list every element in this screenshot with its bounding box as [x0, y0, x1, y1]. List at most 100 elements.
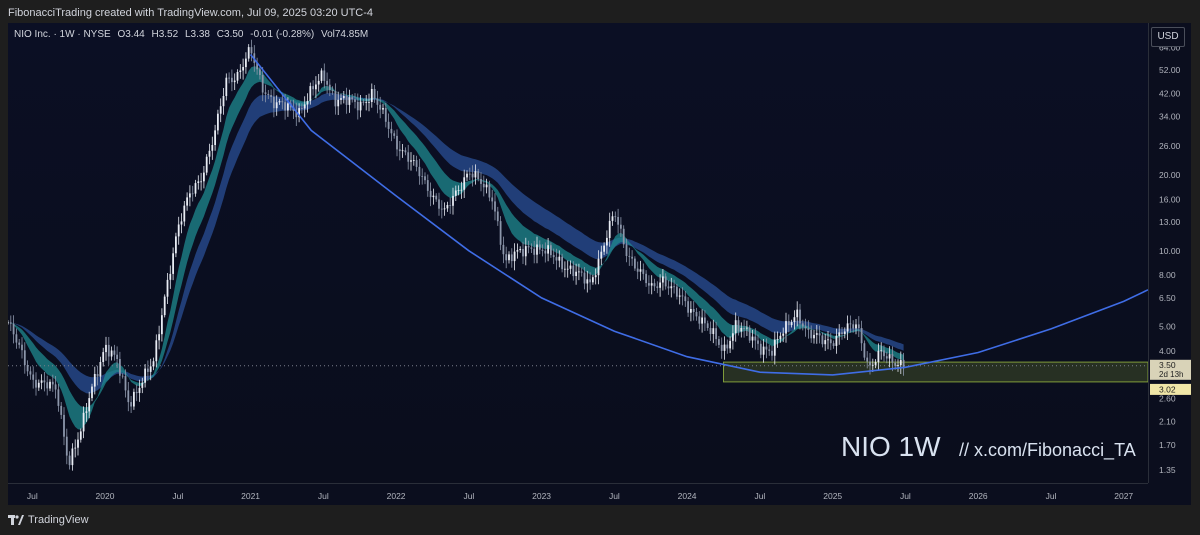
candle-body: [135, 391, 138, 394]
candle-body: [704, 317, 706, 324]
candle-body: [754, 336, 757, 341]
candle-body: [894, 362, 897, 366]
candle-body: [51, 381, 54, 385]
candle-body: [877, 350, 880, 363]
candle-body: [491, 197, 494, 202]
candle-body: [390, 128, 393, 134]
candle-body: [488, 184, 491, 198]
candle-body: [326, 80, 328, 85]
candle-body: [138, 387, 141, 393]
candle-body: [569, 265, 572, 269]
candle-body: [460, 189, 463, 191]
time-scale[interactable]: Jul 2020 Jul 2021 Jul 2022 Jul 2023 Jul 2024 Jul 20…: [8, 483, 1148, 505]
price-tick-label: 8.00: [1159, 270, 1176, 280]
candle-body: [673, 286, 675, 288]
candle-body: [566, 268, 569, 270]
candle-body: [105, 344, 107, 353]
chart-frame[interactable]: NIO Inc. · 1W · NYSE O3.44 H3.52 L3.38 C…: [8, 23, 1191, 505]
price-tick-label: 4.00: [1159, 346, 1176, 356]
candle-body: [564, 268, 566, 270]
candle-body: [541, 249, 544, 251]
candle-body: [860, 328, 863, 344]
candle-body: [130, 402, 132, 407]
candle-body: [608, 220, 611, 238]
candle-body: [684, 296, 687, 302]
candle-body: [356, 101, 359, 111]
candle-body: [829, 339, 832, 344]
price-scale[interactable]: 64.00 52.00 42.00 34.00 26.00 20.00 16.00 13.00…: [1148, 23, 1191, 483]
candle-body: [54, 384, 57, 390]
time-tick-label: Jul: [172, 491, 183, 501]
time-tick-label: 2026: [969, 491, 988, 501]
candle-body: [611, 216, 614, 221]
candle-body: [617, 217, 619, 225]
candle-body: [412, 160, 415, 161]
price-tick-label: 1.35: [1159, 465, 1176, 475]
candle-body: [726, 344, 729, 349]
candle-body: [166, 279, 169, 297]
candle-body: [606, 237, 608, 246]
candle-body: [306, 101, 309, 105]
support-price-label: 3.02: [1159, 384, 1176, 394]
candle-body: [555, 257, 558, 261]
candle-body: [359, 101, 362, 111]
candle-body: [466, 173, 468, 178]
candle-body: [46, 382, 49, 389]
watermark-symbol: NIO 1W: [841, 431, 941, 462]
candle-body: [603, 245, 605, 252]
currency-button[interactable]: USD: [1151, 27, 1185, 47]
candle-body: [695, 312, 698, 317]
candle-body: [880, 350, 883, 352]
candle-body: [233, 80, 236, 83]
candle-body: [524, 246, 527, 257]
candle-body: [510, 254, 513, 262]
candle-body: [368, 102, 370, 103]
candle-body: [222, 96, 225, 107]
candle-body: [18, 342, 21, 345]
candle-body: [790, 322, 793, 326]
candle-body: [147, 368, 149, 372]
candle-body: [821, 335, 824, 345]
candle-body: [681, 295, 684, 297]
candle-body: [208, 150, 211, 157]
candle-body: [8, 322, 9, 324]
candle-body: [379, 104, 382, 110]
price-tick-label: 6.50: [1159, 293, 1176, 303]
candle-body: [505, 254, 508, 261]
candle-body: [424, 176, 426, 181]
candle-body: [203, 172, 205, 182]
candle-body: [429, 190, 432, 198]
candle-body: [614, 216, 617, 218]
candle-body: [631, 256, 633, 259]
candle-body: [852, 324, 855, 329]
candle-body: [340, 98, 342, 100]
candle-body: [124, 376, 127, 391]
time-scale-canvas[interactable]: Jul 2020 Jul 2021 Jul 2022 Jul 2023 Jul 2024 Jul 20…: [8, 484, 1148, 506]
candle-body: [482, 183, 485, 188]
legend: NIO Inc. · 1W · NYSE O3.44 H3.52 L3.38 C…: [14, 29, 372, 40]
candle-body: [107, 344, 110, 357]
time-tick-label: Jul: [1046, 491, 1057, 501]
candle-body: [740, 328, 743, 332]
candle-body: [580, 271, 583, 273]
candle-body: [96, 374, 99, 377]
candle-body: [99, 362, 102, 377]
time-tick-label: Jul: [754, 491, 765, 501]
plot-area[interactable]: NIO Inc. · 1W · NYSE O3.44 H3.52 L3.38 C…: [8, 23, 1148, 483]
candle-body: [303, 104, 306, 109]
candle-body: [594, 275, 597, 278]
price-scale-canvas[interactable]: 64.00 52.00 42.00 34.00 26.00 20.00 16.00 13.00…: [1149, 23, 1192, 483]
candle-body: [231, 77, 233, 83]
candle-body: [49, 381, 51, 389]
candle-body: [334, 91, 337, 107]
time-tick-label: 2024: [678, 491, 697, 501]
candle-body: [256, 62, 258, 70]
candle-body: [205, 156, 208, 173]
candle-body: [642, 269, 645, 274]
candle-body: [656, 286, 659, 288]
candle-body: [40, 380, 43, 383]
candle-body: [169, 273, 172, 280]
candle-body: [175, 236, 177, 254]
candle-body: [141, 382, 144, 388]
chart-canvas[interactable]: [8, 23, 1148, 483]
